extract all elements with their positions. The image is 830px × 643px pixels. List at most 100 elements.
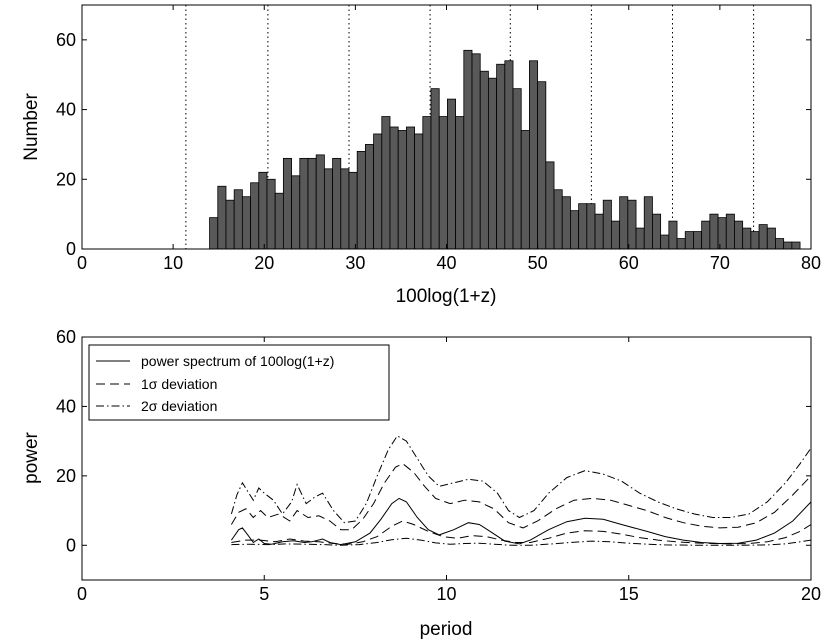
power-series-line-3 [231, 520, 812, 545]
histogram-x-tick-label: 30 [345, 253, 365, 273]
histogram-bar-61 [709, 213, 719, 250]
histogram-bar-55 [660, 234, 670, 250]
histogram-bar-16 [340, 168, 350, 250]
legend-box [88, 344, 390, 421]
histogram-bar-1 [217, 185, 227, 250]
histogram-bar-48 [602, 199, 612, 250]
histogram-bar-34 [488, 77, 498, 250]
histogram-bar-70 [783, 241, 793, 250]
power-series-line-4 [231, 537, 812, 546]
reference-lines [185, 5, 755, 249]
histogram-y-axis-label: Number [21, 93, 42, 161]
histogram-bar-35 [496, 63, 506, 250]
histogram-x-tick-label: 0 [77, 253, 87, 273]
histogram-bar-28 [438, 116, 448, 250]
histogram-bar-58 [684, 231, 694, 250]
power-x-tick-label: 15 [619, 584, 639, 604]
histogram-bar-29 [447, 98, 457, 250]
histogram-bar-57 [676, 238, 686, 250]
histogram-bar-30 [455, 116, 465, 250]
histogram-bar-49 [611, 220, 621, 250]
legend-entry-2sigma: 2σ deviation [141, 398, 217, 414]
histogram-bar-0 [209, 217, 219, 250]
histogram-bar-46 [586, 203, 596, 250]
histogram-bar-12 [307, 157, 317, 250]
histogram-bar-52 [635, 227, 645, 250]
power-x-tick-label: 10 [436, 584, 456, 604]
histogram-x-tick-label: 50 [528, 253, 548, 273]
power-y-axis-label: power [21, 431, 42, 483]
histogram-bar-42 [553, 189, 563, 250]
power-y-tick-label: 0 [66, 535, 76, 555]
legend: power spectrum of 100log(1+z) 1σ deviati… [88, 344, 390, 421]
histogram-bar-26 [422, 116, 432, 250]
histogram-bar-22 [389, 126, 399, 250]
histogram-panel: 0 10 20 30 40 50 60 70 80 0 20 40 60 100log(1+z) Nu… [21, 4, 821, 307]
histogram-bar-66 [750, 231, 760, 250]
histogram-bar-3 [233, 189, 243, 250]
histogram-x-tick-label: 80 [801, 253, 821, 273]
histogram-bar-5 [250, 182, 260, 250]
histogram-y-tick-label: 0 [66, 239, 76, 259]
legend-entry-1sigma: 1σ deviation [141, 376, 217, 392]
histogram-bar-60 [701, 220, 711, 250]
histogram-bar-36 [504, 60, 514, 250]
histogram-bar-15 [332, 157, 342, 250]
histogram-bar-65 [742, 227, 752, 250]
power-x-tick-label: 0 [77, 584, 87, 604]
histogram-bar-47 [594, 213, 604, 250]
histogram-bar-51 [627, 199, 637, 250]
histogram-bar-9 [282, 157, 292, 250]
histogram-bar-8 [274, 192, 284, 250]
power-series-line-2 [230, 435, 812, 524]
histogram-bar-10 [291, 175, 301, 250]
histogram-bar-59 [693, 231, 703, 250]
histogram-bar-31 [463, 49, 473, 250]
histogram-bar-14 [323, 168, 333, 250]
histogram-x-axis-label: 100log(1+z) [396, 286, 497, 307]
histogram-bar-38 [520, 130, 530, 250]
histogram-bar-32 [471, 53, 481, 250]
histogram-bar-50 [619, 196, 629, 250]
power-x-tick-label: 20 [801, 584, 821, 604]
histogram-bar-39 [529, 60, 539, 250]
histogram-bar-62 [717, 217, 727, 250]
histogram-bar-41 [545, 161, 555, 250]
power-x-axis-label: period [420, 619, 473, 640]
power-x-tick-label: 5 [259, 584, 269, 604]
histogram-bar-23 [397, 130, 407, 250]
histogram-bars [209, 49, 801, 250]
histogram-y-tick-label: 20 [56, 169, 76, 189]
histogram-bar-44 [570, 210, 580, 250]
histogram-bar-18 [356, 150, 366, 250]
histogram-bar-69 [775, 238, 785, 250]
histogram-bar-4 [241, 196, 251, 250]
histogram-bar-67 [758, 224, 768, 250]
histogram-bar-6 [258, 171, 268, 250]
histogram-bar-37 [512, 88, 522, 250]
power-y-ticks: 0 20 40 60 [56, 327, 811, 555]
power-y-tick-label: 60 [56, 327, 76, 347]
histogram-bar-7 [266, 178, 276, 250]
histogram-bar-2 [225, 199, 235, 250]
histogram-bar-27 [430, 88, 440, 250]
histogram-bar-63 [725, 213, 735, 250]
histogram-y-tick-label: 60 [56, 30, 76, 50]
histogram-bar-17 [348, 171, 358, 250]
histogram-y-ticks: 0 20 40 60 [56, 30, 811, 259]
histogram-x-tick-label: 10 [163, 253, 183, 273]
power-y-tick-label: 20 [56, 466, 76, 486]
histogram-x-tick-label: 20 [254, 253, 274, 273]
power-y-tick-label: 40 [56, 396, 76, 416]
histogram-bar-43 [561, 196, 571, 250]
histogram-x-tick-label: 40 [436, 253, 456, 273]
histogram-bar-54 [652, 213, 662, 250]
histogram-x-tick-label: 60 [619, 253, 639, 273]
histogram-bar-19 [364, 144, 374, 250]
histogram-y-tick-label: 40 [56, 100, 76, 120]
histogram-bar-68 [766, 227, 776, 250]
power-series-lines [230, 435, 812, 546]
histogram-x-tick-label: 70 [710, 253, 730, 273]
histogram-bar-24 [406, 126, 416, 250]
